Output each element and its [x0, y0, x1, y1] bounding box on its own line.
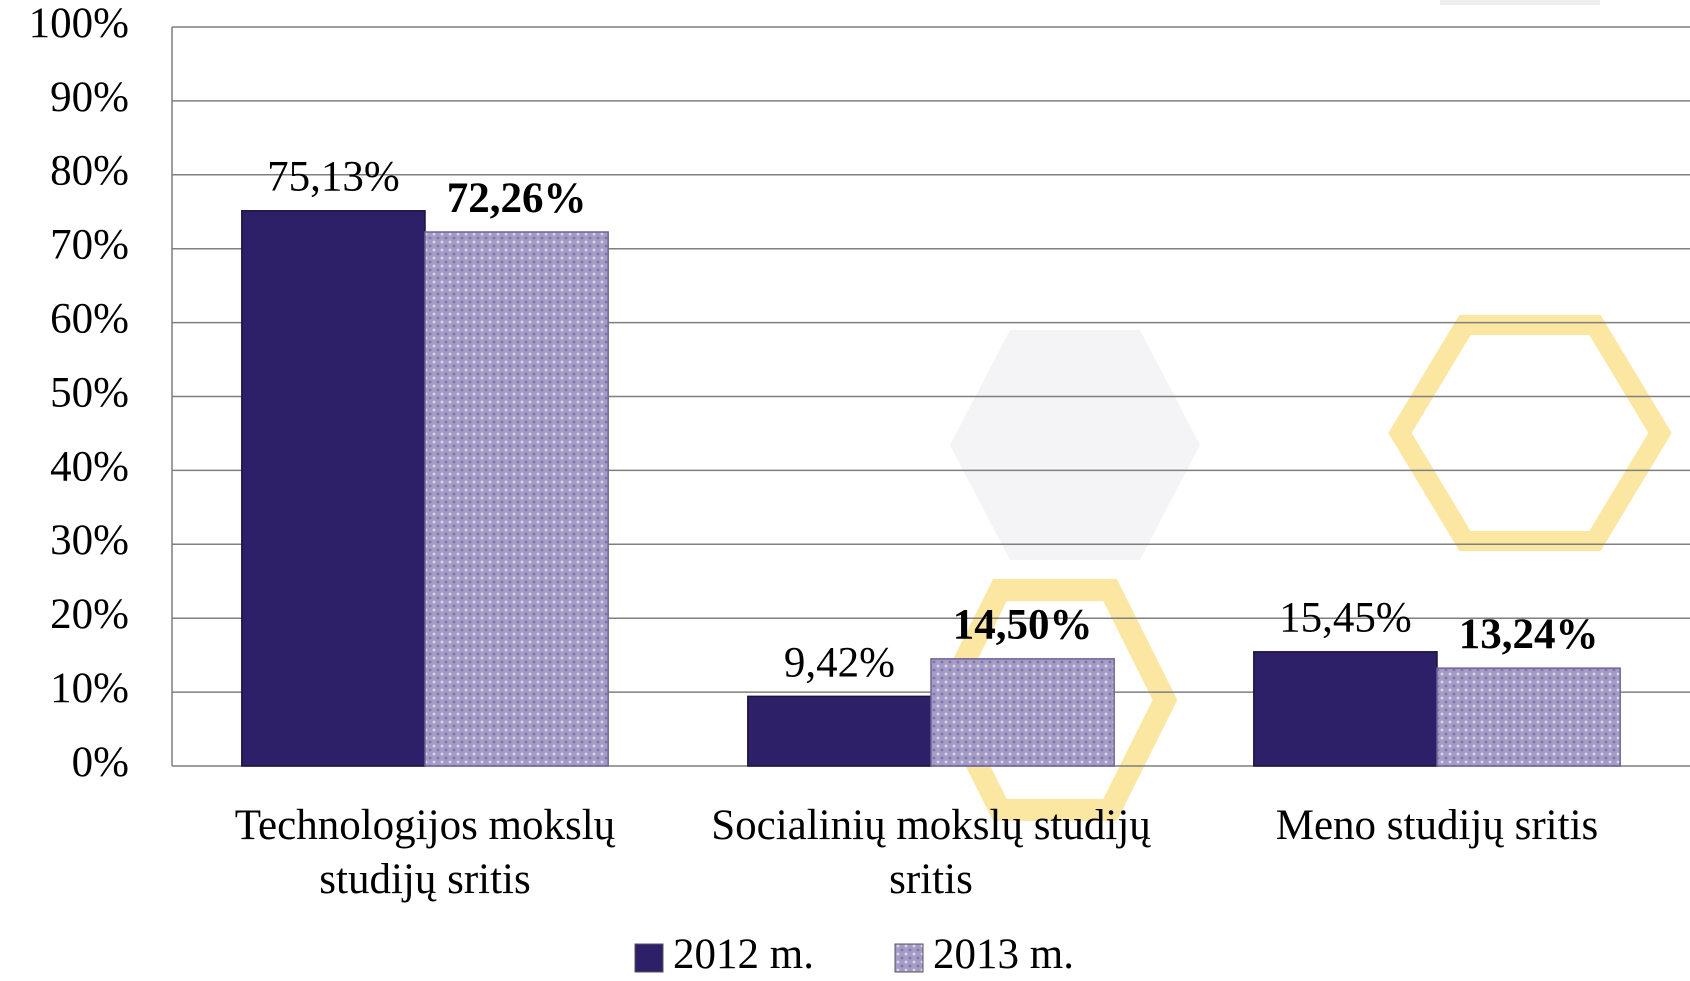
legend-swatch	[634, 943, 664, 973]
y-tick-label: 50%	[50, 369, 129, 416]
y-tick-label: 80%	[50, 148, 129, 195]
y-tick-label: 30%	[50, 517, 129, 564]
y-tick-label: 40%	[50, 443, 129, 490]
legend-swatch	[894, 943, 924, 973]
bar	[930, 658, 1115, 767]
x-tick-label: Technologijos mokslų studijų sritis	[234, 802, 616, 903]
data-label: 75,13%	[267, 154, 400, 201]
x-tick-label: Socialinių mokslų studijų sritis	[711, 802, 1151, 903]
data-label: 14,50%	[953, 602, 1093, 649]
legend-label: 2012 m.	[673, 931, 814, 978]
legend-label: 2013 m.	[933, 931, 1074, 978]
bar	[1436, 667, 1621, 767]
bar	[424, 231, 609, 767]
y-tick-label: 100%	[29, 0, 129, 47]
data-label: 72,26%	[447, 175, 587, 222]
y-tick-label: 90%	[50, 74, 129, 121]
y-tick-label: 60%	[50, 295, 129, 342]
data-label: 9,42%	[784, 639, 895, 686]
data-label: 15,45%	[1279, 595, 1412, 642]
y-tick-label: 0%	[72, 739, 129, 786]
bar	[1253, 651, 1438, 767]
bar	[241, 210, 426, 767]
data-label: 13,24%	[1459, 611, 1599, 658]
y-tick-label: 20%	[50, 591, 129, 638]
x-tick-label: Meno studijų sritis	[1275, 802, 1599, 849]
bar	[747, 695, 932, 767]
y-tick-label: 10%	[50, 665, 129, 712]
y-tick-label: 70%	[50, 222, 129, 269]
